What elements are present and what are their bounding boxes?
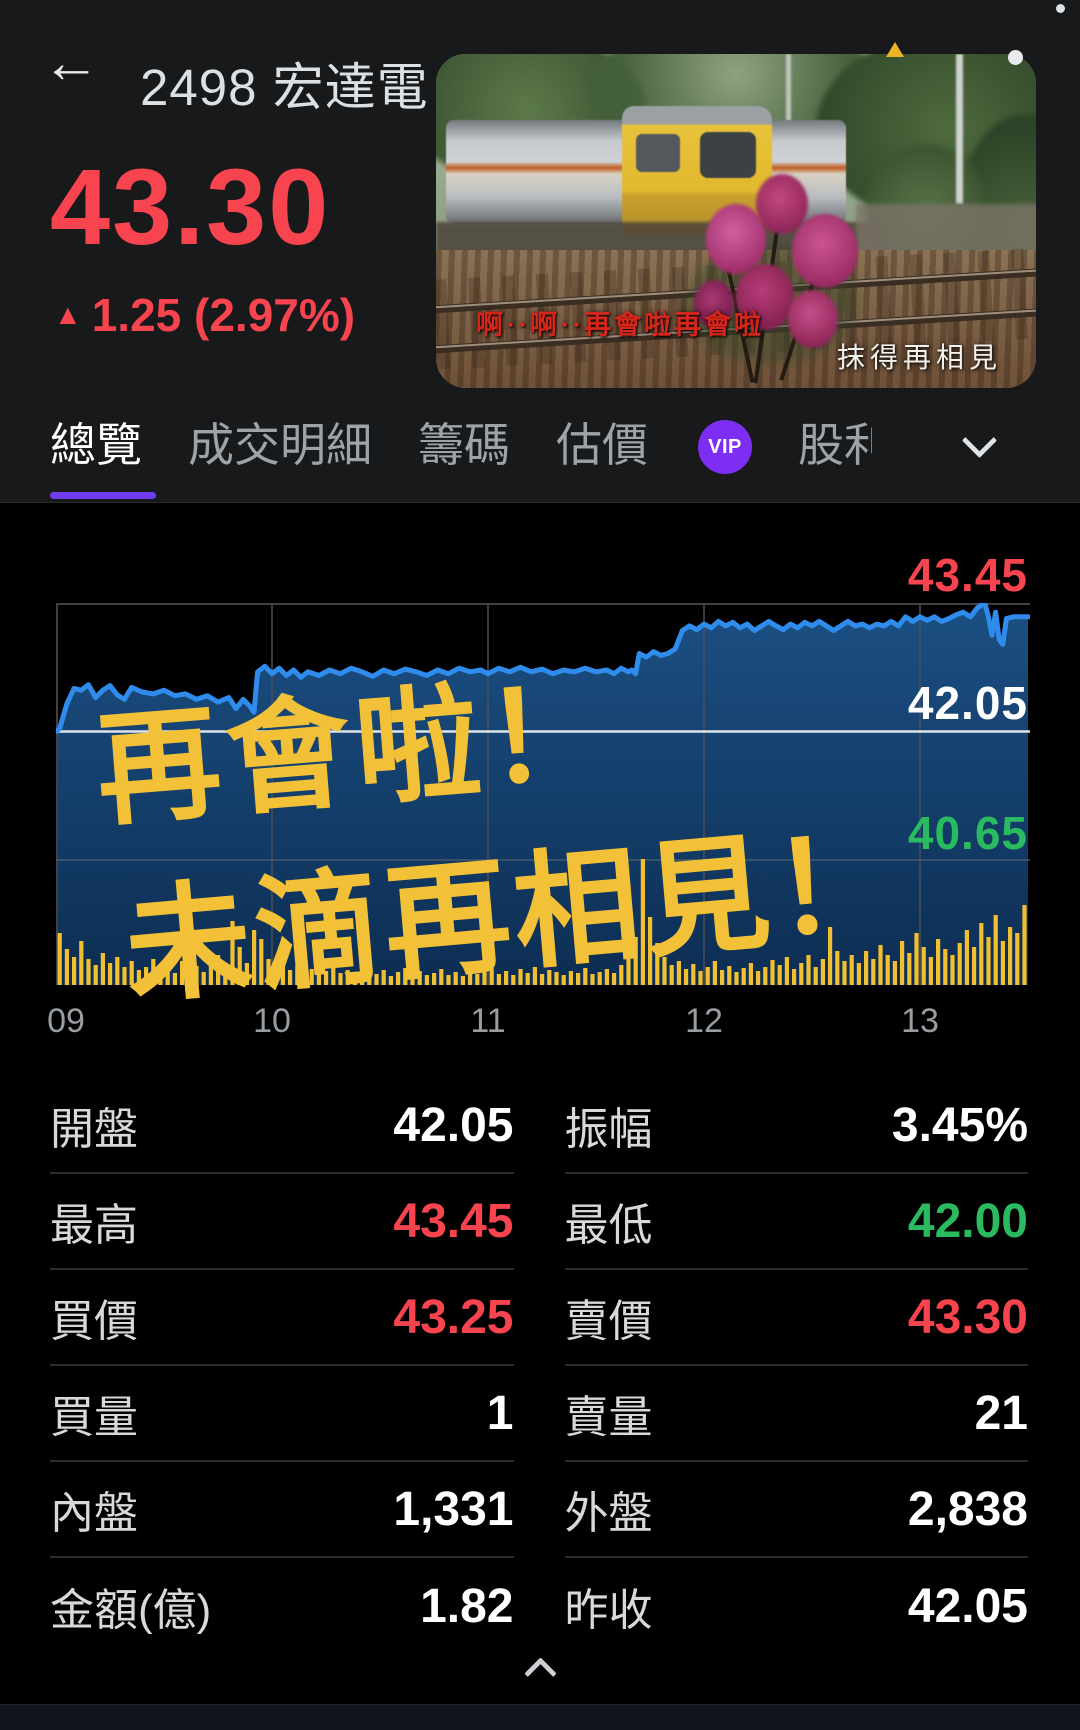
stat-row: 振幅 3.45%: [564, 1078, 1028, 1174]
page-title: 2498 宏達電: [140, 59, 429, 116]
stat-value: 43.30: [907, 1290, 1028, 1344]
chevron-up-icon[interactable]: [525, 1656, 555, 1680]
stat-value: 1,331: [393, 1482, 514, 1536]
stat-row: 買量 1: [50, 1366, 514, 1462]
stat-label: 內盤: [50, 1489, 138, 1538]
stat-value: 42.05: [907, 1579, 1028, 1633]
tab-bar: 總覽 成交明細 籌碼 估價 VIP 股利: [50, 418, 872, 474]
stat-value: 2,838: [907, 1482, 1028, 1536]
tab-4[interactable]: 股利: [798, 419, 872, 471]
tab-0[interactable]: 總覽: [50, 419, 142, 471]
x-axis-label: 11: [470, 1002, 506, 1040]
stat-label: 最低: [564, 1201, 653, 1250]
stat-label: 賣價: [564, 1297, 653, 1346]
stat-value: 1: [486, 1386, 514, 1440]
up-triangle-icon: ▲: [54, 299, 82, 330]
tab-3[interactable]: 估價: [556, 419, 648, 471]
x-axis-label: 09: [47, 1002, 85, 1040]
price-change: ▲ 1.25 (2.97%): [54, 288, 355, 342]
tab-2[interactable]: 籌碼: [418, 419, 510, 471]
stat-label: 外盤: [564, 1489, 653, 1538]
stat-value: 42.00: [907, 1194, 1028, 1248]
train-window: [636, 134, 680, 172]
stats-table: 開盤 42.05 振幅 3.45% 最高 43.45 最低 42.00 買價 43.25 賣價 43.…: [0, 1078, 1080, 1654]
bougainvillea-flower: [792, 214, 858, 288]
stat-label: 昨收: [564, 1586, 653, 1635]
bougainvillea-flower: [706, 204, 766, 274]
intraday-chart[interactable]: [56, 603, 1030, 988]
stat-value: 43.45: [393, 1194, 514, 1248]
x-axis-label: 10: [253, 1002, 291, 1040]
vip-badge: VIP: [698, 420, 752, 474]
karaoke-subtitle-white: 抹得再相見: [836, 343, 1002, 374]
stat-row: 賣量 21: [564, 1366, 1028, 1462]
stat-value: 21: [974, 1386, 1028, 1440]
chevron-down-icon[interactable]: [964, 426, 994, 456]
bougainvillea-flower: [736, 264, 794, 330]
train-windshield: [700, 132, 756, 178]
bougainvillea-flower: [756, 174, 808, 234]
stat-row: 昨收 42.05: [565, 1558, 1029, 1654]
stat-label: 賣量: [564, 1393, 653, 1442]
stat-label: 振幅: [564, 1105, 653, 1154]
stat-row: 金額(億) 1.82: [50, 1558, 514, 1654]
bougainvillea-flower: [694, 280, 734, 328]
stat-label: 最高: [50, 1201, 138, 1250]
white-dot-marker: [1008, 50, 1023, 65]
x-axis-label: 12: [685, 1002, 723, 1040]
bottom-sheet-edge[interactable]: [0, 1704, 1080, 1730]
karaoke-subtitle-red: 啊··啊··再會啦再會啦: [476, 310, 765, 340]
price-change-text: 1.25 (2.97%): [91, 289, 356, 341]
tab-1[interactable]: 成交明細: [188, 419, 372, 471]
stat-row: 最高 43.45: [50, 1174, 514, 1270]
stat-value: 1.82: [420, 1579, 514, 1633]
bougainvillea-flower: [788, 290, 838, 348]
stat-row: 開盤 42.05: [50, 1078, 514, 1174]
x-axis-label: 13: [901, 1002, 939, 1040]
y-axis-label: 40.65: [907, 807, 1028, 859]
yellow-triangle-marker: [886, 42, 904, 57]
palm-trunk: [786, 54, 791, 174]
corner-dot: [1056, 4, 1065, 13]
palm-trunk: [956, 54, 963, 204]
stat-label: 金額(億): [50, 1586, 212, 1635]
y-axis-label: 42.05: [907, 677, 1028, 729]
stat-label: 買量: [50, 1393, 138, 1442]
stat-row: 買價 43.25: [50, 1270, 514, 1366]
stat-row: 外盤 2,838: [564, 1462, 1028, 1558]
back-arrow-icon[interactable]: ←: [42, 30, 100, 95]
stat-value: 43.25: [393, 1290, 514, 1344]
stat-value: 42.05: [393, 1098, 514, 1152]
stat-row: 最低 42.00: [564, 1174, 1028, 1270]
stock-price: 43.30: [50, 146, 331, 267]
y-axis-label: 43.45: [907, 549, 1028, 601]
active-tab-underline: [50, 492, 156, 499]
stat-label: 買價: [50, 1297, 138, 1346]
stat-label: 開盤: [50, 1105, 138, 1154]
stat-row: 內盤 1,331: [50, 1462, 514, 1558]
stat-value: 3.45%: [891, 1098, 1028, 1152]
stat-row: 賣價 43.30: [564, 1270, 1028, 1366]
video-thumbnail[interactable]: 啊··啊··再會啦再會啦 抹得再相見: [436, 54, 1036, 388]
